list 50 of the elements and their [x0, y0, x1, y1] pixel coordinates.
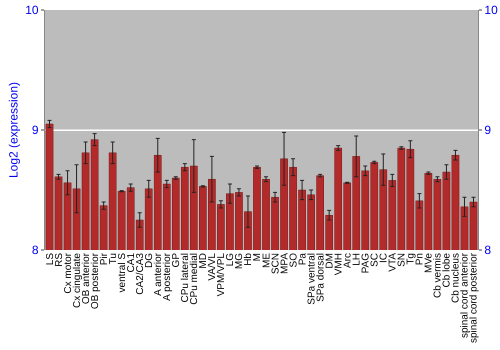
x-tick-label: Arc	[342, 253, 354, 268]
x-tick-label: A anterior	[153, 252, 164, 296]
x-tick-label: VMH	[333, 253, 344, 276]
x-tick-label: Pir	[98, 252, 110, 266]
x-tick-label: CA2/CA3	[134, 252, 146, 295]
y2-tick-label: 9	[484, 123, 492, 138]
x-tick-label: LH	[351, 253, 362, 266]
y-tick-label: 9	[32, 123, 39, 138]
y-tick-label: 8	[32, 243, 39, 258]
x-tick-label: OB anterior	[80, 252, 92, 304]
x-tick-label: GP	[171, 252, 182, 268]
x-tick-label: OB posterior	[90, 252, 101, 310]
x-tick-label: LG	[225, 252, 236, 266]
x-tick-label: spinal cord posterior	[468, 252, 480, 344]
x-tick-label: SN	[396, 253, 408, 267]
x-tick-label: SCN	[270, 253, 282, 274]
x-tick-label: Pn	[414, 253, 426, 266]
x-tick-label: VTA	[388, 252, 399, 272]
x-tick-label: Cb nucleus	[450, 253, 462, 304]
x-tick-label: SO	[288, 252, 300, 268]
x-tick-label: DM	[324, 253, 336, 269]
x-tick-label: CA1	[126, 252, 137, 272]
y2-tick-label: 8	[484, 243, 492, 258]
y2-tick-label: 10	[484, 3, 498, 18]
y-tick-label: 10	[25, 3, 39, 18]
x-tick-label: spinal cord anterior	[460, 252, 471, 338]
x-tick-label: Pa	[297, 252, 308, 266]
x-tick-label: LS	[44, 252, 56, 266]
x-tick-label: ME	[261, 252, 272, 268]
x-tick-label: PAG	[360, 252, 372, 274]
x-tick-label: Tu	[108, 253, 119, 264]
x-tick-label: ventral S	[116, 252, 128, 292]
y-axis-title: Log2 (expression)	[6, 82, 21, 178]
x-tick-label: SPa dorsal	[315, 253, 326, 302]
x-tick-label: IC	[378, 253, 390, 263]
x-tick-label: Cx motor	[62, 252, 74, 294]
x-tick-label: M	[252, 253, 264, 262]
x-tick-label: VPM/VPL	[216, 252, 228, 296]
x-tick-label: MPA	[279, 252, 290, 274]
x-tick-label: Cb lobe	[442, 252, 453, 288]
x-tick-label: Hb	[243, 252, 254, 266]
x-tick-label: CPu medial	[189, 253, 200, 305]
x-tick-label: MVe	[424, 252, 435, 274]
x-tick-label: SC	[370, 253, 381, 267]
x-tick-label: DG	[144, 252, 155, 268]
x-tick-label: Cx cingulate	[72, 252, 83, 308]
x-tick-label: Tg	[406, 253, 417, 265]
x-tick-label: A posterior	[162, 252, 174, 301]
x-tick-label: RS	[54, 252, 65, 267]
x-tick-label: SPa ventral	[306, 253, 318, 305]
